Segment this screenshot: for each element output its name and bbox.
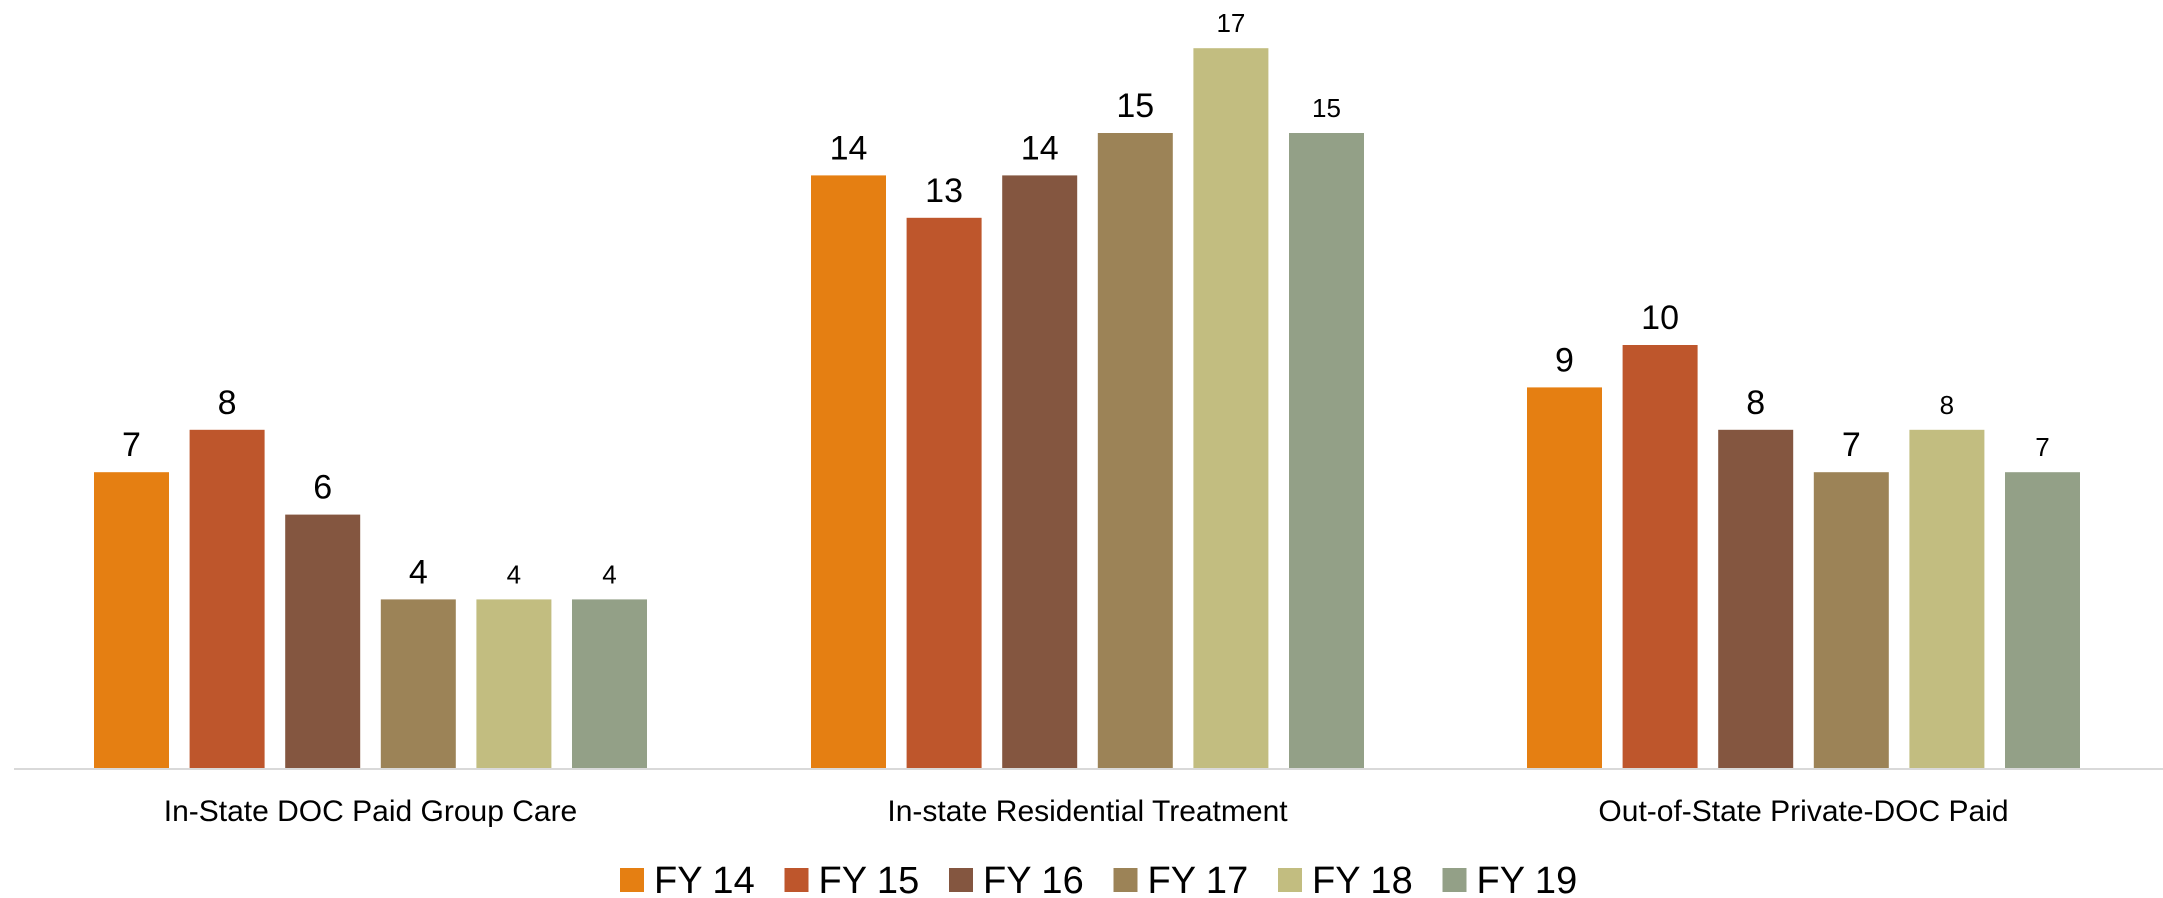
category-label: In-state Residential Treatment — [887, 795, 1288, 828]
value-label: 4 — [507, 559, 521, 589]
legend-swatch — [1113, 868, 1138, 892]
legend-label: FY 16 — [983, 860, 1084, 898]
bar-fy15-cat2 — [906, 217, 982, 770]
value-label: 8 — [1940, 390, 1954, 420]
value-labels-group: 7 8 6 4 4 4 14 13 14 15 17 15 9 10 8 7 8 7 — [122, 8, 2050, 591]
value-label: 8 — [218, 384, 237, 422]
category-label: In-State DOC Paid Group Care — [164, 795, 578, 828]
value-label: 10 — [1641, 299, 1679, 337]
legend: FY 14 FY 15 FY 16 FY 17 FY 18 FY 19 — [620, 860, 1577, 898]
legend-swatch — [620, 868, 644, 892]
bar-fy16-cat3 — [1718, 429, 1794, 769]
value-label: 14 — [1021, 129, 1059, 167]
bar-fy19-cat2 — [1289, 133, 1364, 769]
legend-label: FY 15 — [819, 860, 920, 898]
bar-fy17-cat2 — [1097, 133, 1173, 769]
legend-swatch — [949, 868, 973, 892]
bar-fy14-cat2 — [811, 175, 886, 769]
bar-fy16-cat2 — [1002, 175, 1078, 769]
legend-swatch — [1278, 868, 1302, 892]
bar-fy14-cat1 — [94, 472, 169, 769]
legend-label: FY 14 — [654, 860, 755, 898]
value-label: 9 — [1555, 341, 1574, 379]
value-label: 7 — [1842, 426, 1861, 464]
value-label: 6 — [313, 469, 332, 507]
legend-label: FY 19 — [1477, 860, 1578, 898]
value-label: 4 — [602, 559, 616, 589]
value-label: 14 — [830, 129, 868, 167]
value-label: 7 — [2035, 432, 2049, 462]
value-label: 13 — [925, 172, 963, 210]
bar-fy17-cat3 — [1813, 472, 1889, 769]
bar-fy18-cat1 — [476, 599, 552, 769]
value-label: 17 — [1216, 8, 1245, 38]
bar-fy17-cat1 — [380, 599, 456, 769]
value-label: 15 — [1312, 93, 1341, 123]
bar-fy15-cat3 — [1622, 345, 1698, 769]
legend-label: FY 17 — [1148, 860, 1249, 898]
value-label: 15 — [1116, 87, 1154, 125]
bar-fy15-cat1 — [189, 429, 265, 769]
value-label: 7 — [122, 426, 141, 464]
legend-swatch — [1442, 868, 1467, 892]
bars-group — [94, 48, 2080, 770]
legend-swatch — [784, 868, 809, 892]
bar-fy19-cat1 — [572, 599, 647, 769]
bar-fy14-cat3 — [1527, 387, 1602, 769]
category-labels-group: In-State DOC Paid Group Care In-state Res… — [164, 795, 2009, 828]
bar-fy19-cat3 — [2005, 472, 2080, 769]
value-label: 4 — [409, 553, 428, 591]
bar-fy16-cat1 — [285, 514, 361, 769]
legend-label: FY 18 — [1312, 860, 1413, 898]
value-label: 8 — [1746, 384, 1765, 422]
bar-fy18-cat2 — [1193, 48, 1269, 769]
category-label: Out-of-State Private-DOC Paid — [1598, 795, 2008, 828]
bar-fy18-cat3 — [1909, 429, 1985, 769]
